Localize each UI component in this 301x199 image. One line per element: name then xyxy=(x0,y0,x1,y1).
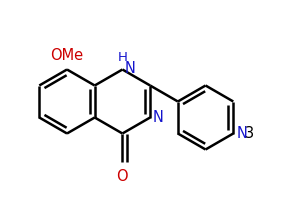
Text: O: O xyxy=(116,169,128,184)
Text: 3: 3 xyxy=(245,126,254,140)
Text: N: N xyxy=(124,61,135,76)
Text: OMe: OMe xyxy=(51,48,84,63)
Text: H: H xyxy=(117,51,127,64)
Text: N: N xyxy=(236,126,247,140)
Text: N: N xyxy=(153,110,163,125)
